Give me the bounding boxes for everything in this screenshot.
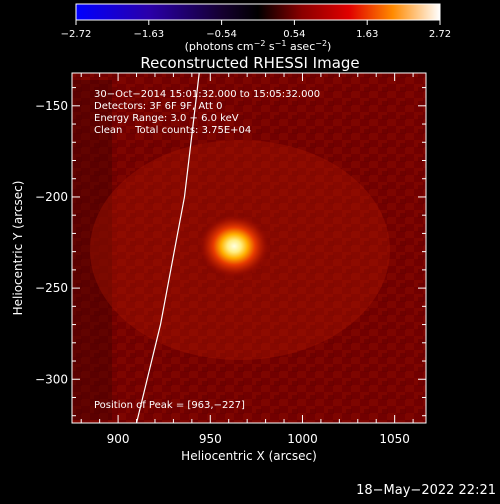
footer-date: 18−May−2022 22:21 <box>356 483 496 498</box>
annotation-detectors: Detectors: 3F 6F 9F, Att 0 <box>94 101 222 112</box>
peak-position-label: Position of Peak = [963,−227] <box>94 400 245 411</box>
y-tick-label: −300 <box>35 372 68 386</box>
x-tick-label: 1000 <box>287 432 318 446</box>
colorbar-unit: (photons cm−2 s−1 asec−2) <box>185 39 332 53</box>
y-tick-label: −250 <box>35 281 68 295</box>
x-axis-label: Heliocentric X (arcsec) <box>181 449 317 463</box>
colorbar-ticks: −2.72 −1.63 −0.54 0.54 1.63 2.72 <box>61 20 451 40</box>
peak-source <box>196 212 273 281</box>
annotation-counts: Clean Total counts: 3.75E+04 <box>94 125 251 136</box>
colorbar-gradient <box>75 3 441 21</box>
y-tick-label: −150 <box>35 99 68 113</box>
x-axis: 900 950 1000 1050 <box>80 73 414 446</box>
annotation-energy: Energy Range: 3.0 − 6.0 keV <box>94 113 239 124</box>
colorbar-tick-label: −0.54 <box>206 29 237 40</box>
plot-frame <box>71 72 427 424</box>
y-axis: −150 −200 −250 −300 <box>35 87 426 417</box>
y-tick-label: −200 <box>35 190 68 204</box>
plot-area <box>72 73 426 423</box>
annotations: 30−Oct−2014 15:01:32.000 to 15:05:32.000… <box>94 89 320 411</box>
annotation-time: 30−Oct−2014 15:01:32.000 to 15:05:32.000 <box>94 89 320 100</box>
colorbar-tick-label: −2.72 <box>61 29 92 40</box>
colorbar: −2.72 −1.63 −0.54 0.54 1.63 2.72 (photons cm−… <box>61 3 451 53</box>
x-tick-label: 950 <box>199 432 222 446</box>
heatmap-dark-band <box>72 80 112 420</box>
x-tick-label: 1050 <box>379 432 410 446</box>
colorbar-tick-label: 0.54 <box>283 29 305 40</box>
x-tick-label: 900 <box>107 432 130 446</box>
colorbar-tick-label: −1.63 <box>133 29 164 40</box>
solar-limb <box>135 73 200 423</box>
chart-title: Reconstructed RHESSI Image <box>140 54 359 72</box>
y-axis-label: Heliocentric Y (arcsec) <box>11 181 25 316</box>
colorbar-tick-label: 1.63 <box>356 29 378 40</box>
colorbar-tick-label: 2.72 <box>429 29 451 40</box>
